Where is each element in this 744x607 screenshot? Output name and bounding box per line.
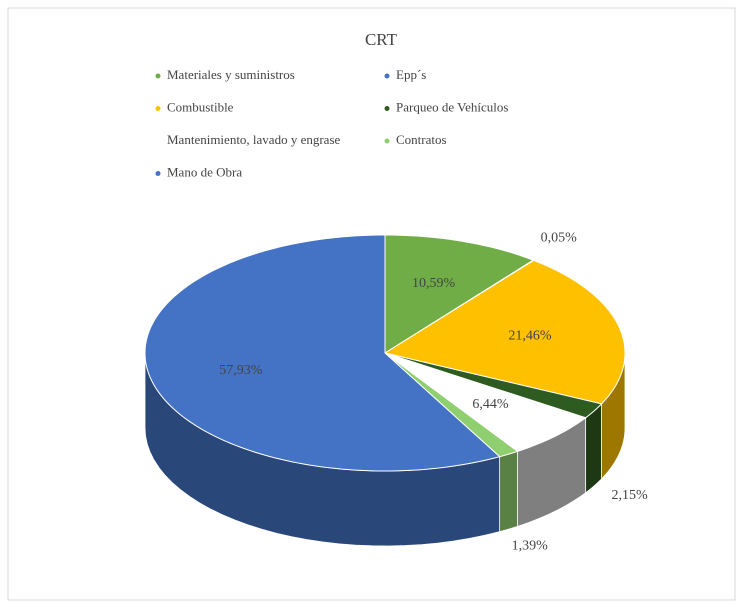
legend-swatch (155, 138, 161, 144)
slice (383, 259, 626, 405)
legend-label: Contratos (396, 132, 447, 147)
slice-side (499, 450, 518, 533)
data-label: 6,44% (472, 397, 509, 412)
legend-swatch (155, 73, 161, 79)
legend-label: Parqueo de Vehículos (396, 99, 508, 114)
legend-label: Epp´s (396, 67, 426, 82)
legend-label: Combustible (167, 99, 234, 114)
data-label: 21,46% (508, 329, 552, 344)
slice (144, 234, 501, 472)
data-label: 2,15% (612, 488, 649, 503)
slice (384, 352, 603, 419)
slice (384, 234, 535, 354)
legend-swatch (384, 138, 390, 144)
slice (384, 352, 587, 452)
legend-label: Mantenimiento, lavado y engrase (167, 132, 341, 147)
legend-swatch (384, 73, 390, 79)
data-label: 57,93% (219, 363, 263, 378)
legend-swatch (155, 171, 161, 176)
legend-swatch (384, 106, 390, 111)
chart-title: CRT (365, 30, 398, 49)
data-label: 10,59% (412, 276, 456, 291)
data-label: 0,05% (541, 231, 578, 246)
legend-label: Mano de Obra (167, 164, 242, 179)
data-label: 1,39% (512, 539, 549, 554)
legend-label: Materiales y suministros (167, 67, 295, 82)
slice-side (585, 402, 602, 494)
legend-swatch (155, 106, 161, 111)
